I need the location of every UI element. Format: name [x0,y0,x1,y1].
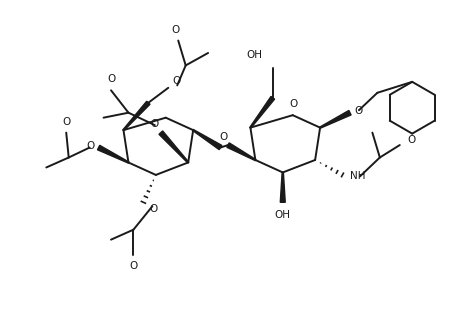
Text: NH: NH [350,171,366,181]
Text: O: O [172,76,181,86]
Text: O: O [219,132,227,141]
Polygon shape [280,172,285,202]
Text: O: O [86,141,95,151]
Text: O: O [150,119,158,129]
Text: O: O [129,261,137,271]
Text: OH: OH [275,210,291,220]
Polygon shape [193,129,222,150]
Polygon shape [250,96,275,128]
Text: O: O [107,74,115,84]
Text: O: O [354,106,362,116]
Text: O: O [171,25,180,35]
Polygon shape [320,111,351,128]
Polygon shape [159,131,189,163]
Text: OH: OH [247,50,263,60]
Polygon shape [97,145,129,163]
Text: O: O [290,99,298,109]
Polygon shape [227,143,256,161]
Text: O: O [407,135,415,145]
Polygon shape [123,101,150,130]
Text: O: O [62,117,71,127]
Text: O: O [149,204,158,214]
